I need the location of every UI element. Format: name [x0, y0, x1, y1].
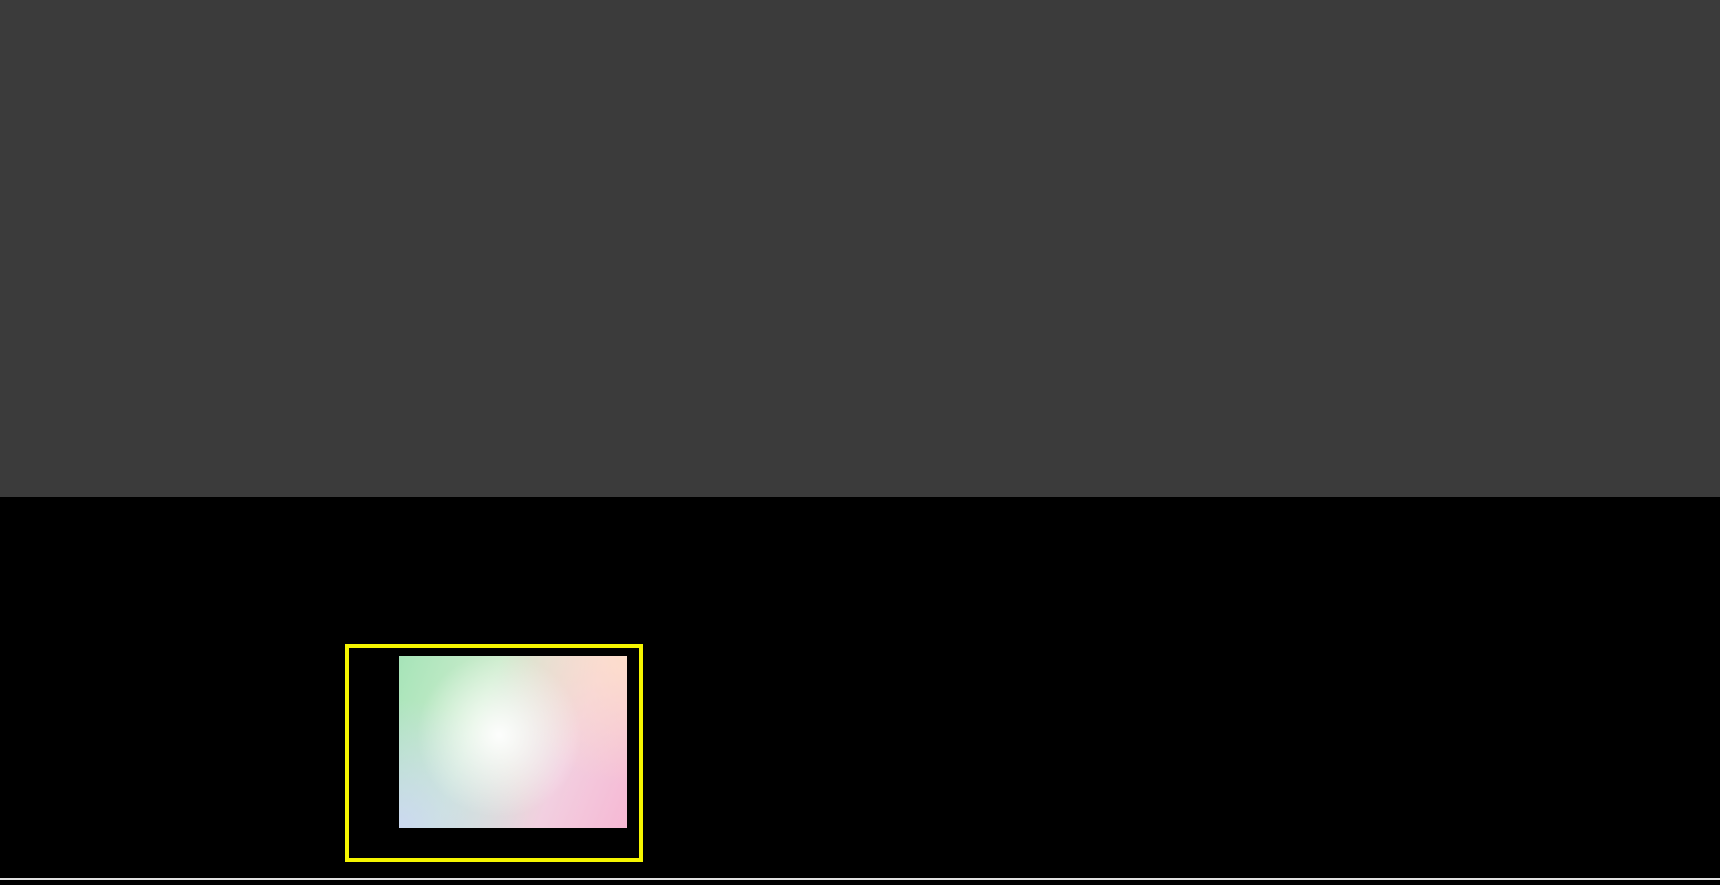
- actual-row-label: [258, 503, 274, 548]
- cie-gradient-area: [399, 656, 627, 828]
- gamma-chart-plot: [1084, 90, 1384, 240]
- target-row-label: [258, 556, 274, 594]
- cie-axis-labels: [349, 648, 639, 858]
- grayscale-swatch-strip: [0, 497, 1720, 640]
- charts-panel: [0, 0, 1720, 497]
- cie-chromaticity-plot: [345, 644, 643, 862]
- deltae-chart-title: [38, 128, 460, 146]
- bottom-divider: [0, 878, 1720, 880]
- deltae-chart-plot: [4, 146, 304, 296]
- rgb-chart-title: [510, 72, 1060, 90]
- gamma-loglog-chart: [1084, 72, 1662, 240]
- rgb-balance-chart: [476, 72, 1060, 240]
- rgb-chart-plot: [476, 90, 776, 240]
- deltae-2000-chart: [4, 128, 460, 296]
- gamma-chart-title: [1120, 72, 1662, 90]
